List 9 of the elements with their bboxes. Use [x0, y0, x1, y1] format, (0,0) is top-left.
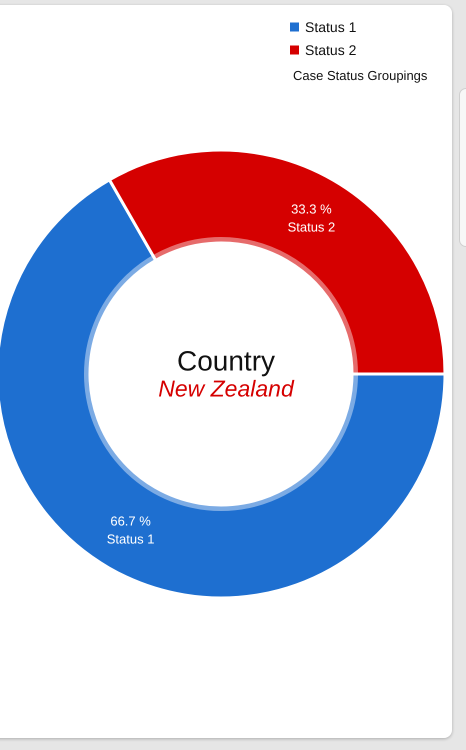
data-label: 33.3 % [291, 201, 332, 216]
text: Country [176, 346, 276, 376]
legend-title: Case Status Groupings [293, 68, 428, 83]
legend-label: Status 1 [305, 19, 357, 35]
slice-label: Status 2 [288, 219, 336, 234]
text: New Zealand [158, 376, 295, 402]
slice-label: Status 1 [106, 532, 154, 547]
legend-label: Status 2 [305, 42, 357, 58]
data-label: 66.7 % [110, 514, 152, 529]
